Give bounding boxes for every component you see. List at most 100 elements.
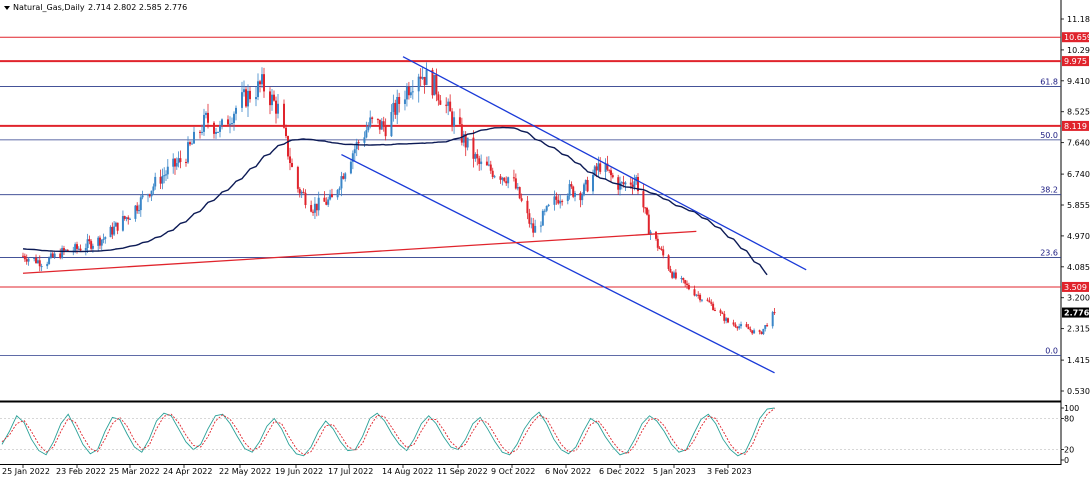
- candle-body: [719, 310, 722, 313]
- candle-body: [466, 137, 469, 148]
- candle-body: [561, 200, 564, 202]
- price-tick-label: 4.085: [1067, 263, 1090, 272]
- candle-body: [583, 184, 585, 196]
- candle-body: [285, 127, 287, 137]
- candle-body: [745, 324, 748, 327]
- current-price-tag-label: 2.776: [1064, 309, 1090, 318]
- candle-body: [53, 253, 56, 258]
- candle-body: [172, 158, 175, 167]
- candle-body: [586, 180, 589, 192]
- date-tick-label: 6 Nov 2022: [545, 467, 591, 476]
- candle-body: [751, 330, 754, 334]
- candle-body: [753, 330, 756, 334]
- candle-body: [669, 268, 672, 273]
- candle-body: [619, 182, 621, 190]
- candle-body: [187, 142, 189, 163]
- candle-body: [310, 205, 313, 212]
- candle-body: [543, 210, 546, 212]
- candle-body: [622, 182, 625, 185]
- candle-body: [111, 226, 114, 235]
- candle-body: [687, 285, 690, 290]
- date-tick-label: 14 Aug 2022: [382, 467, 433, 476]
- candle-body: [530, 223, 533, 225]
- level-price-tag: [1062, 120, 1089, 131]
- candle-body: [604, 163, 607, 172]
- candle-body: [637, 177, 639, 192]
- candle-body: [539, 225, 542, 227]
- candle-body: [90, 241, 93, 249]
- candle-body: [439, 100, 442, 105]
- candle-body: [113, 226, 116, 235]
- candle-body: [38, 260, 41, 267]
- candle-body: [355, 142, 358, 150]
- candle-body: [514, 178, 517, 189]
- candle-body: [491, 170, 494, 177]
- candle-body: [474, 154, 477, 159]
- candle-body: [141, 195, 144, 198]
- candle-body: [371, 117, 374, 119]
- candle-body: [185, 161, 187, 163]
- candle-body: [166, 166, 169, 175]
- channel-lower-line[interactable]: [341, 153, 775, 374]
- candle-body: [505, 181, 508, 184]
- candle-body: [283, 103, 285, 128]
- chart-menu-icon[interactable]: [4, 6, 10, 10]
- candle-body: [518, 187, 521, 199]
- price-tick-label: 4.970: [1067, 232, 1090, 241]
- candle-body: [423, 77, 426, 86]
- candle-body: [221, 119, 223, 126]
- candle-body: [398, 96, 401, 104]
- support-trendline[interactable]: [22, 230, 697, 274]
- candle-body: [154, 176, 157, 187]
- level-price-tag-label: 8.119: [1064, 122, 1087, 131]
- candle-body: [697, 294, 700, 296]
- candle-body: [682, 278, 685, 281]
- candle-body: [330, 194, 333, 198]
- candle-body: [435, 74, 438, 95]
- oscillator-tick-label: 20: [1064, 446, 1074, 455]
- price-tick-label: 2.315: [1067, 325, 1090, 334]
- candle-body: [59, 253, 62, 258]
- candle-body: [255, 97, 257, 100]
- candle-body: [649, 231, 652, 235]
- candle-body: [207, 112, 209, 123]
- candle-body: [150, 190, 153, 197]
- price-tick-label: 11.180: [1067, 15, 1090, 24]
- candle-body: [547, 204, 550, 207]
- candle-body: [493, 176, 496, 178]
- oscillator-signal-line[interactable]: [1, 408, 775, 456]
- candle-body: [608, 169, 611, 171]
- candle-body: [610, 170, 612, 176]
- candle-body: [747, 326, 750, 330]
- candle-body: [472, 137, 475, 159]
- candle-body: [245, 89, 247, 107]
- candle-body: [100, 239, 103, 246]
- candle-body: [453, 117, 456, 127]
- candle-body: [66, 249, 69, 252]
- channel-upper-line[interactable]: [402, 56, 807, 271]
- candle-body: [369, 117, 372, 127]
- date-tick-label: 11 Sep 2022: [437, 467, 488, 476]
- candle-body: [49, 253, 52, 258]
- oscillator-main-line[interactable]: [1, 407, 775, 457]
- candle-body: [84, 247, 87, 251]
- candle-body: [357, 142, 360, 144]
- candle-body: [215, 132, 217, 134]
- candle-body: [382, 121, 385, 127]
- candle-body: [199, 131, 201, 133]
- candle-body: [532, 223, 535, 233]
- candle-body: [336, 189, 339, 198]
- candle-body: [512, 177, 515, 179]
- candle-body: [269, 91, 271, 106]
- candle-body: [417, 76, 420, 92]
- candle-body: [686, 283, 689, 286]
- candle-body: [611, 175, 614, 178]
- oscillator-panel: [0, 402, 1061, 464]
- date-tick-label: 23 Feb 2022: [56, 467, 106, 476]
- candle-body: [680, 278, 683, 280]
- candle-body: [48, 257, 51, 264]
- moving-average-line[interactable]: [22, 126, 768, 276]
- candle-body: [656, 238, 659, 248]
